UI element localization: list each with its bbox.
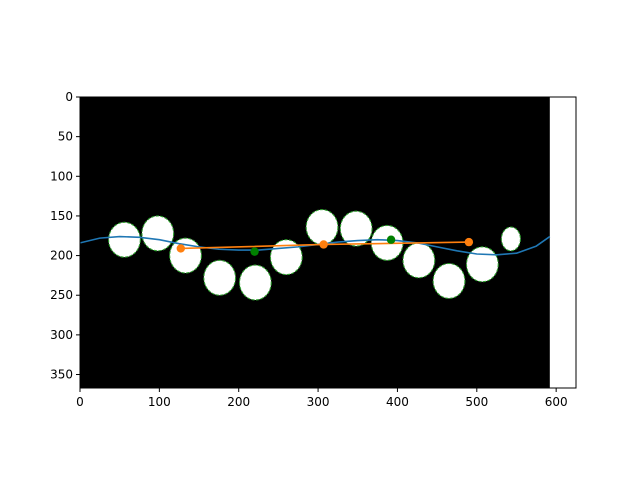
y-tick-label: 300: [50, 328, 73, 342]
x-tick-label: 300: [307, 395, 330, 409]
x-tick-label: 200: [227, 395, 250, 409]
x-tick-label: 0: [76, 395, 84, 409]
series-1-point-1: [319, 240, 328, 249]
blob-10: [432, 262, 466, 299]
blob-3: [203, 259, 237, 296]
blob-0: [108, 221, 141, 258]
x-tick-label: 400: [386, 395, 409, 409]
series-1-point-0: [176, 244, 185, 253]
blob-12: [500, 226, 521, 252]
y-tick-label: 350: [50, 368, 73, 382]
x-tick-label: 100: [148, 395, 171, 409]
series-2-point-1: [386, 235, 396, 244]
y-tick-label: 150: [50, 209, 73, 223]
series-layer: [80, 235, 551, 256]
y-tick-label: 100: [50, 169, 73, 183]
blob-6: [305, 209, 339, 246]
x-tick-label: 500: [465, 395, 488, 409]
axes-frame: [79, 96, 577, 389]
blob-1: [141, 215, 175, 252]
series-2-point-0: [250, 247, 259, 256]
blob-7: [339, 210, 373, 247]
x-tick-label: 600: [545, 395, 568, 409]
blob-9: [402, 242, 436, 279]
blob-11: [465, 246, 499, 283]
y-tick-label: 0: [65, 90, 73, 104]
blob-4: [238, 264, 272, 301]
x-axis: 0 100 200 300 400 500 600: [76, 388, 568, 409]
y-axis: 0 50 100 150 200 250 300 350: [50, 90, 80, 382]
y-tick-label: 50: [58, 130, 73, 144]
y-tick-label: 250: [50, 288, 73, 302]
y-tick-label: 200: [50, 249, 73, 263]
series-1-point-2: [464, 237, 474, 247]
plot-area: [80, 97, 551, 388]
